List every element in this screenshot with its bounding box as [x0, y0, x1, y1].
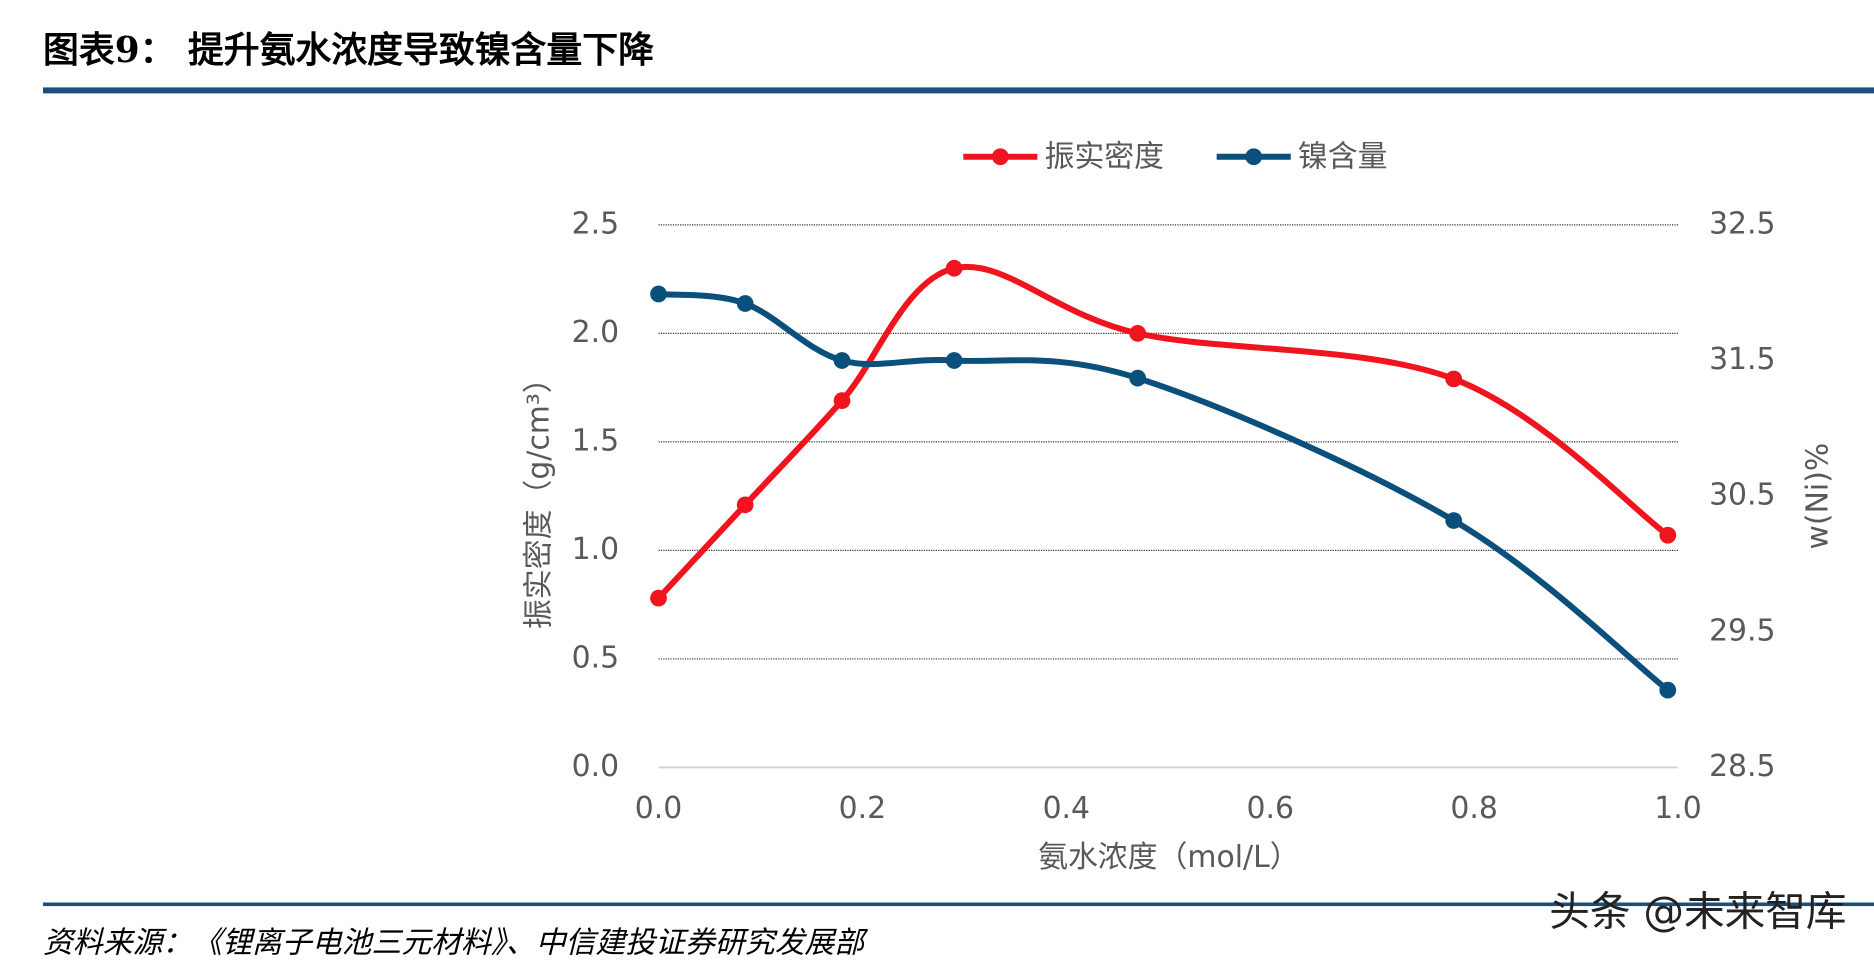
y-tick-label: 2.0 — [572, 315, 620, 350]
x-tick-label: 0.0 — [635, 791, 683, 826]
y-tick-label: 1.0 — [572, 532, 620, 567]
footer-rule — [43, 902, 1874, 907]
y2-axis-title: w(Ni)% — [1801, 443, 1836, 550]
legend-marker — [991, 148, 1009, 166]
source: 资料来源：《锂离子电池三元材料》、中信建投证券研究发展部 — [43, 925, 868, 960]
x-tick-label: 0.4 — [1043, 791, 1090, 826]
y-axis-title: 振实密度（g/cm³） — [522, 363, 557, 629]
point — [1445, 370, 1463, 388]
point — [1445, 512, 1463, 529]
point — [833, 392, 851, 410]
legend-marker — [1245, 148, 1263, 166]
y2-tick-label: 30.5 — [1709, 478, 1775, 513]
y-tick-label: 2.5 — [572, 206, 620, 241]
y2-tick-label: 28.5 — [1709, 749, 1775, 784]
chart-title: 图表9： 提升氨水浓度导致镍含量下降 — [43, 29, 654, 71]
point — [736, 496, 754, 514]
point — [1659, 526, 1677, 544]
legend-label: 振实密度 — [1045, 139, 1164, 174]
y-tick-label: 0.5 — [572, 640, 620, 675]
series-line — [658, 291, 1670, 693]
y2-tick-label: 32.5 — [1709, 206, 1775, 241]
x-tick-label: 0.6 — [1246, 791, 1294, 826]
point — [945, 259, 963, 277]
point — [1659, 681, 1677, 699]
point — [1129, 325, 1147, 342]
x-tick-label: 0.8 — [1450, 791, 1498, 826]
y-tick-label: 0.0 — [572, 749, 620, 784]
y2-tick-label: 31.5 — [1709, 342, 1775, 377]
legend-label: 镍含量 — [1298, 139, 1388, 174]
header-rule — [43, 87, 1874, 94]
watermark: 头条 @未来智库 — [1549, 887, 1846, 935]
y-tick-label: 1.5 — [572, 423, 620, 458]
y2-tick-label: 29.5 — [1709, 613, 1775, 648]
point — [650, 285, 667, 303]
point — [650, 589, 667, 607]
point — [833, 352, 851, 369]
point — [736, 295, 754, 312]
point — [1129, 369, 1147, 387]
x-axis-title: 氨水浓度（mol/L） — [1038, 840, 1300, 875]
point — [945, 352, 963, 369]
x-tick-label: 1.0 — [1654, 791, 1702, 826]
series-line — [656, 263, 1670, 601]
x-tick-label: 0.2 — [839, 791, 886, 826]
